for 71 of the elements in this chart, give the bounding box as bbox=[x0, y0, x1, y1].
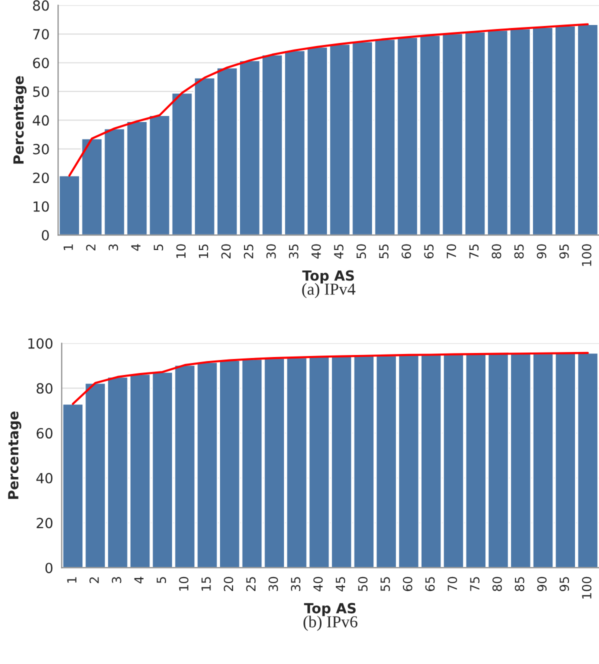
y-tick-label: 40 bbox=[36, 472, 52, 484]
x-tick-label: 15 bbox=[198, 244, 208, 258]
y-tick-label: 60 bbox=[33, 58, 49, 68]
x-axis-title: Top AS bbox=[304, 602, 356, 616]
x-tick-label: 25 bbox=[244, 244, 254, 258]
x-tick-label: 75 bbox=[470, 577, 480, 591]
x-tick-label: 20 bbox=[224, 576, 234, 592]
x-tick-label: 30 bbox=[266, 244, 276, 258]
x-tick-label: 5 bbox=[156, 577, 166, 584]
x-tick-label: 75 bbox=[469, 244, 479, 258]
y-tick-label: 10 bbox=[34, 201, 49, 212]
y-tick-label: 0 bbox=[42, 230, 49, 241]
text: (b) IPv6 bbox=[304, 616, 358, 631]
line-series bbox=[72, 352, 589, 405]
x-tick-label: 2 bbox=[86, 244, 96, 250]
x-tick-label: 10 bbox=[176, 244, 186, 258]
y-tick-label: 80 bbox=[33, 0, 49, 11]
x-tick-label: 4 bbox=[134, 576, 144, 584]
x-tick-label: 100 bbox=[582, 576, 592, 599]
line-series bbox=[68, 23, 589, 177]
x-tick-label: 3 bbox=[108, 244, 118, 250]
x-tick-label: 85 bbox=[514, 577, 524, 592]
x-tick-label: 50 bbox=[358, 576, 368, 591]
x-tick-label: 45 bbox=[336, 577, 346, 592]
y-tick-label: 40 bbox=[32, 115, 49, 126]
x-tick-label: 90 bbox=[537, 576, 547, 592]
x-tick-label: 40 bbox=[313, 576, 323, 592]
y-tick-label: 50 bbox=[33, 86, 49, 97]
x-tick-label: 60 bbox=[402, 244, 412, 258]
x-tick-label: 60 bbox=[402, 576, 412, 592]
x-axis-title: Top AS bbox=[302, 270, 354, 284]
y-tick-label: 70 bbox=[33, 29, 49, 40]
x-tick-label: 100 bbox=[582, 244, 592, 266]
x-tick-label: 2 bbox=[89, 577, 99, 584]
x-tick-label: 95 bbox=[559, 244, 569, 259]
x-tick-label: 55 bbox=[379, 244, 389, 258]
x-tick-label: 25 bbox=[246, 577, 256, 592]
x-tick-label: 3 bbox=[112, 577, 122, 584]
x-tick-label: 95 bbox=[560, 577, 570, 592]
x-tick-label: 35 bbox=[290, 577, 300, 592]
y-axis-title: Percentage bbox=[8, 411, 22, 499]
y-axis-title: Percentage bbox=[13, 76, 27, 164]
x-tick-label: 1 bbox=[64, 244, 73, 250]
x-tick-label: 80 bbox=[492, 576, 502, 592]
x-tick-label: 50 bbox=[356, 244, 366, 258]
x-tick-label: 65 bbox=[424, 244, 434, 258]
x-tick-label: 90 bbox=[536, 244, 546, 259]
y-tick-label: 60 bbox=[36, 428, 52, 439]
x-tick-label: 70 bbox=[448, 576, 458, 591]
x-tick-label: 35 bbox=[288, 244, 298, 258]
x-tick-label: 45 bbox=[334, 244, 344, 259]
y-tick-label: 20 bbox=[36, 518, 52, 528]
x-tick-label: 1 bbox=[67, 577, 76, 583]
x-tick-label: 70 bbox=[446, 244, 456, 258]
x-tick-label: 30 bbox=[268, 576, 278, 592]
y-tick-label: 30 bbox=[33, 144, 49, 154]
y-tick-label: 80 bbox=[36, 383, 52, 394]
x-tick-label: 55 bbox=[380, 577, 390, 591]
x-tick-label: 10 bbox=[179, 576, 188, 591]
x-tick-label: 4 bbox=[131, 244, 140, 251]
x-tick-label: 20 bbox=[221, 244, 231, 258]
text: (a) IPv4 bbox=[302, 283, 356, 298]
x-tick-label: 80 bbox=[492, 244, 502, 258]
x-tick-label: 85 bbox=[514, 244, 524, 258]
x-tick-label: 65 bbox=[425, 577, 435, 592]
x-tick-label: 40 bbox=[311, 244, 321, 259]
x-tick-label: 15 bbox=[202, 577, 211, 591]
x-tick-label: 5 bbox=[154, 244, 164, 250]
y-tick-label: 0 bbox=[45, 562, 52, 574]
y-tick-label: 100 bbox=[28, 338, 52, 349]
y-tick-label: 20 bbox=[33, 172, 49, 184]
